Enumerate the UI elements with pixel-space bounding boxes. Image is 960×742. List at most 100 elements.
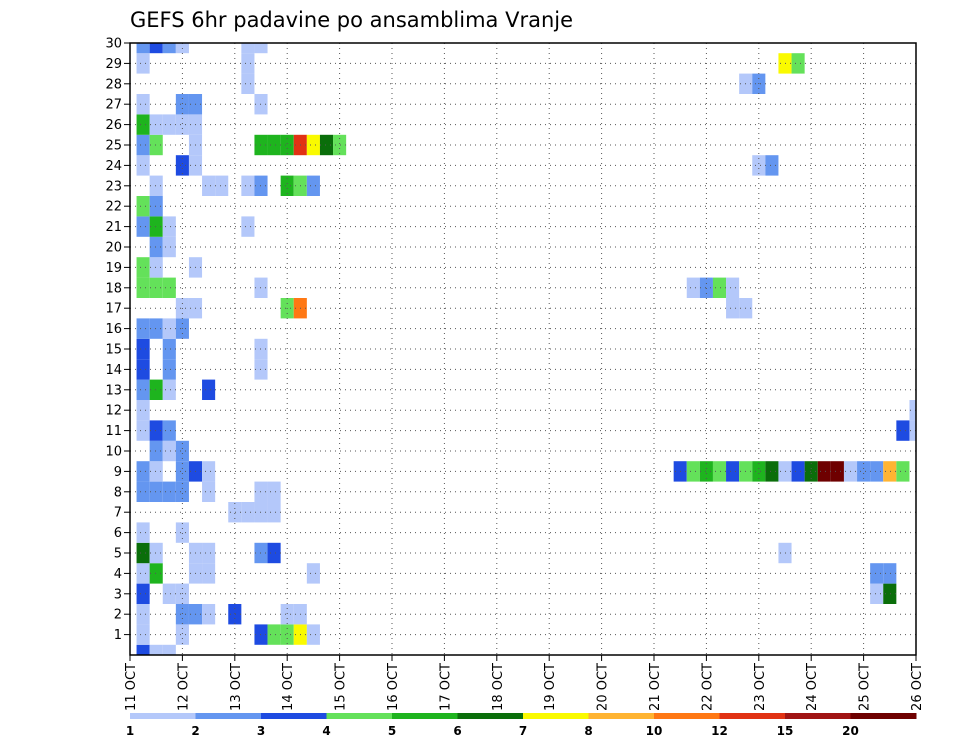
colorbar-label: 3	[257, 724, 265, 738]
colorbar-swatch	[523, 713, 589, 719]
heatmap-cell	[149, 379, 163, 400]
heatmap-cell	[149, 236, 163, 258]
colorbar-swatch	[261, 713, 327, 719]
heatmap-cell	[149, 257, 163, 278]
heatmap-cell	[267, 624, 281, 645]
colorbar-label: 20	[842, 724, 859, 738]
heatmap-cell	[149, 318, 163, 339]
heatmap-cell	[896, 461, 910, 482]
heatmap-cell	[791, 461, 805, 482]
x-tick-label: 12 OCT	[176, 663, 191, 711]
heatmap-cell	[136, 563, 150, 584]
heatmap-cell	[136, 216, 150, 237]
heatmap-cell	[162, 216, 176, 237]
heatmap-cell	[267, 481, 281, 502]
y-tick-label: 15	[105, 343, 122, 358]
heatmap-cell	[136, 196, 150, 217]
heatmap-cell	[149, 461, 163, 482]
y-tick-label: 25	[105, 139, 122, 154]
y-tick-label: 19	[105, 261, 122, 276]
heatmap-cell	[333, 134, 347, 156]
colorbar-swatch	[326, 713, 393, 719]
heatmap-cell	[804, 461, 818, 482]
colorbar-label: 10	[646, 724, 663, 738]
heatmap-cell	[175, 624, 189, 645]
heatmap-cell	[162, 379, 176, 400]
heatmap-cell	[202, 481, 216, 502]
x-tick-label: 17 OCT	[438, 663, 453, 711]
heatmap-cell	[319, 134, 334, 156]
heatmap-cell	[202, 175, 216, 196]
y-tick-label: 28	[105, 77, 122, 92]
y-tick-label: 26	[105, 118, 122, 133]
heatmap-cell	[791, 53, 805, 74]
heatmap-cell	[280, 175, 294, 196]
heatmap-cell	[136, 379, 150, 400]
colorbar-swatch	[130, 713, 196, 719]
heatmap-cell	[306, 175, 320, 196]
y-tick-label: 5	[114, 547, 122, 562]
y-tick-label: 12	[105, 404, 122, 419]
heatmap-cell	[175, 114, 189, 135]
colorbar-label: 5	[388, 724, 396, 738]
x-tick-label: 26 OCT	[910, 663, 925, 711]
heatmap-cell	[830, 461, 844, 482]
heatmap-cell	[136, 420, 150, 441]
heatmap-cell	[149, 43, 163, 54]
heatmap-cell	[136, 400, 150, 421]
colorbar-label: 8	[584, 724, 592, 738]
x-tick-label: 20 OCT	[596, 663, 611, 711]
heatmap-cell	[241, 216, 255, 237]
heatmap-cell	[162, 277, 176, 298]
heatmap-cell	[202, 461, 216, 482]
heatmap-cell	[686, 461, 700, 482]
y-tick-label: 18	[105, 281, 122, 296]
heatmap-cell	[136, 338, 150, 360]
heatmap-cell	[175, 155, 189, 176]
y-tick-label: 29	[105, 57, 122, 72]
x-tick-label: 21 OCT	[648, 663, 663, 711]
heatmap-cell	[883, 583, 897, 604]
heatmap-cell	[699, 461, 713, 482]
y-tick-label: 8	[114, 485, 122, 500]
y-tick-label: 24	[105, 159, 122, 174]
colorbar-swatch	[785, 713, 851, 719]
x-tick-label: 24 OCT	[805, 663, 820, 711]
heatmap-cell	[162, 583, 176, 604]
heatmap-cell	[726, 461, 740, 482]
y-tick-label: 23	[105, 179, 122, 194]
heatmap-cell	[149, 277, 163, 298]
colorbar-label: 6	[453, 724, 461, 738]
heatmap-cell	[162, 114, 176, 135]
heatmap-cell	[136, 114, 150, 135]
heatmap-cell	[162, 440, 176, 462]
heatmap-cell	[149, 420, 163, 441]
colorbar-swatch	[588, 713, 655, 719]
heatmap-cell	[870, 583, 884, 604]
heatmap-cell	[306, 563, 320, 584]
heatmap-cell	[883, 461, 897, 482]
heatmap-cell	[175, 522, 189, 543]
heatmap-cell	[228, 502, 242, 523]
heatmap-cell	[162, 481, 176, 502]
heatmap-cell	[136, 257, 150, 278]
heatmap-cell	[241, 175, 255, 196]
y-tick-label: 16	[105, 322, 122, 337]
heatmap-cell	[267, 542, 281, 564]
heatmap-cell	[162, 420, 176, 441]
x-tick-label: 13 OCT	[229, 663, 244, 711]
x-tick-label: 23 OCT	[753, 663, 768, 711]
y-tick-label: 2	[114, 608, 122, 623]
colorbar-label: 15	[777, 724, 794, 738]
colorbar-legend: 1 2 3 4 5 6 7 8 10 12 15 20	[126, 713, 917, 738]
y-tick-label: 30	[105, 37, 122, 52]
y-tick-label: 21	[105, 220, 122, 235]
y-tick-label: 11	[105, 424, 122, 439]
colorbar-label: 12	[711, 724, 728, 738]
heatmap-cell	[228, 604, 242, 625]
colorbar-swatch	[392, 713, 458, 719]
heatmap-cell	[202, 379, 216, 400]
heatmap-cell	[857, 461, 871, 482]
heatmap-cell	[202, 563, 216, 584]
